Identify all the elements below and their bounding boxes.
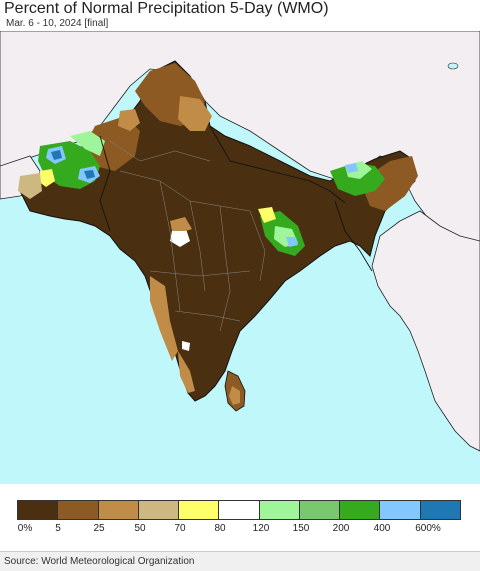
region-white-central [170,229,190,247]
legend-label: 600% [415,523,441,534]
legend-swatch-8 [340,501,381,519]
legend-label: 80 [214,523,226,534]
legend-swatch-0 [18,501,59,519]
state-boundaries [109,140,266,332]
country-borders [99,125,373,272]
legend-label: 150 [292,523,310,534]
legend-labels: 0% 5 25 50 70 80 120 150 200 400 600% [0,523,480,537]
region-tan-west-2 [18,173,42,199]
legend-label: 0% [17,523,33,534]
precipitation-map [0,31,480,484]
region-yellow-east [258,207,276,223]
region-green-east [330,163,385,196]
region-brown-west [85,116,140,171]
region-tan-south [178,351,195,393]
legend-swatch-2 [98,501,139,519]
date-range: Mar. 6 - 10, 2024 [final] [6,18,109,29]
legend-label: 25 [93,523,105,534]
legend-label: 5 [55,523,61,534]
legend-swatch-10 [420,501,460,519]
legend-label: 400 [373,523,391,534]
legend-swatch-1 [58,501,99,519]
region-sri-lanka-tan [229,386,240,405]
legend-label: 70 [174,523,186,534]
legend-label: 120 [252,523,270,534]
region-blue-east [345,163,358,173]
region-tan-central [170,217,192,231]
region-tan-west-coast [150,276,178,361]
legend-swatch-6 [259,501,300,519]
legend-colorbar [17,500,461,520]
page-title: Percent of Normal Precipitation 5-Day (W… [4,0,329,17]
legend-swatch-9 [380,501,421,519]
region-tan-north [178,96,212,131]
region-lightgreen-west [70,131,105,156]
lake-marker [447,62,459,70]
region-blue-west-1-dark [51,150,62,160]
legend-swatch-5 [219,501,260,519]
legend-label: 50 [134,523,146,534]
legend-label: 200 [332,523,350,534]
region-brown-northeast [360,156,418,211]
footer: Source: World Meteorological Organizatio… [0,551,480,571]
region-blue-west-2-dark [84,170,95,179]
land-outside-east [371,210,480,452]
legend-swatch-7 [299,501,341,519]
legend-swatch-3 [138,501,180,519]
region-blue-central-east [286,237,298,247]
region-white-south [182,341,190,351]
legend-swatch-4 [179,501,220,519]
region-tan-west [118,109,140,131]
region-yellow-west [38,169,55,187]
source-credit: Source: World Meteorological Organizatio… [4,556,195,567]
